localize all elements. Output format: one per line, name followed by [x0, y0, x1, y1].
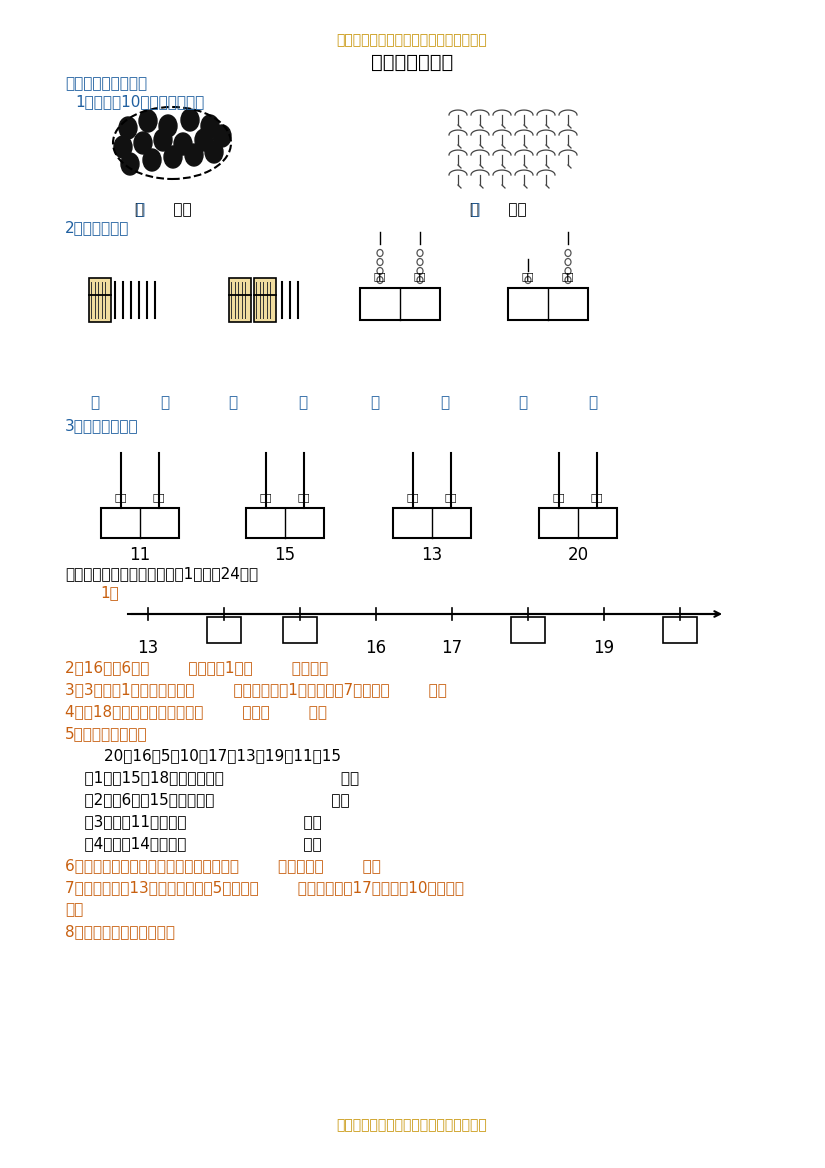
Bar: [101, 508, 179, 538]
Text: 19: 19: [593, 639, 615, 656]
Ellipse shape: [174, 133, 192, 155]
Ellipse shape: [143, 150, 161, 171]
Text: 7、一个加数是13，另一个加数是5，和是（        ）；被减数是17，减数是10，差是（: 7、一个加数是13，另一个加数是5，和是（ ）；被减数是17，减数是10，差是（: [65, 880, 464, 895]
Text: 17: 17: [441, 639, 463, 656]
Ellipse shape: [159, 114, 177, 137]
Text: 个位: 个位: [591, 492, 603, 502]
Text: （: （: [228, 395, 237, 410]
Text: 最新人教版一年级数学上册精品资料设计: 最新人教版一年级数学上册精品资料设计: [337, 33, 488, 47]
Text: （4）大于14的数有（                        ）。: （4）大于14的数有（ ）。: [65, 836, 322, 851]
Ellipse shape: [185, 144, 203, 166]
Text: （: （: [370, 395, 380, 410]
Text: 个位: 个位: [153, 492, 165, 502]
Text: 2、看图写数。: 2、看图写数。: [65, 220, 130, 235]
Text: （: （: [518, 395, 527, 410]
Text: 个位: 个位: [445, 492, 457, 502]
Text: 16: 16: [365, 639, 387, 656]
Bar: [539, 508, 617, 538]
Text: ）: ）: [440, 395, 449, 410]
Text: 1、先圈出10个，再数一数。: 1、先圈出10个，再数一数。: [75, 93, 205, 109]
Text: ）: ）: [588, 395, 597, 410]
Text: 3、看数画珠子。: 3、看数画珠子。: [65, 418, 139, 433]
Bar: [508, 288, 588, 320]
Text: （: （: [90, 395, 99, 410]
Text: （      ）把: （ ）把: [470, 202, 526, 217]
Text: （      ）个: （ ）个: [135, 202, 191, 217]
Text: 第五单元检测卷: 第五单元检测卷: [371, 53, 453, 72]
Text: 个位: 个位: [414, 271, 427, 281]
Ellipse shape: [205, 141, 223, 164]
Ellipse shape: [154, 128, 172, 151]
Ellipse shape: [139, 110, 157, 132]
Ellipse shape: [195, 128, 213, 151]
Text: 十位: 十位: [407, 492, 419, 502]
Text: 1、: 1、: [100, 585, 119, 600]
Text: （1）在15和18之间的数有（                        ）；: （1）在15和18之间的数有（ ）；: [65, 770, 359, 785]
Text: （3）小于11的数有（                        ）；: （3）小于11的数有（ ）；: [65, 814, 322, 829]
Text: 二、想一想，填一填。（每空1分，共24分）: 二、想一想，填一填。（每空1分，共24分）: [65, 566, 258, 580]
Bar: [254, 278, 276, 322]
Text: 13: 13: [422, 545, 443, 564]
Ellipse shape: [134, 132, 152, 154]
Ellipse shape: [114, 135, 132, 158]
Text: 15: 15: [275, 545, 295, 564]
Text: 一、按要求做一做。: 一、按要求做一做。: [65, 76, 147, 91]
Text: ）: ）: [298, 395, 307, 410]
Ellipse shape: [213, 125, 231, 147]
Text: 2、16中的6在（        ）位上，1在（        ）位上。: 2、16中的6在（ ）位上，1在（ ）位上。: [65, 660, 328, 675]
Ellipse shape: [121, 153, 139, 175]
Ellipse shape: [201, 114, 219, 137]
Text: 十位: 十位: [115, 492, 127, 502]
Bar: [229, 278, 251, 322]
Text: （: （: [470, 202, 479, 217]
Text: ）: ）: [160, 395, 169, 410]
Text: 十位: 十位: [260, 492, 272, 502]
Bar: [393, 508, 471, 538]
Ellipse shape: [119, 117, 137, 139]
Bar: [283, 617, 317, 644]
Text: 4、与18相邻的两个数分别是（        ）和（        ）。: 4、与18相邻的两个数分别是（ ）和（ ）。: [65, 704, 327, 719]
Text: 20、16、5、10、17、13、19、11、15: 20、16、5、10、17、13、19、11、15: [65, 748, 341, 763]
Bar: [360, 288, 440, 320]
Text: 十位: 十位: [521, 271, 535, 281]
Text: 个位: 个位: [562, 271, 574, 281]
Text: （: （: [135, 202, 144, 217]
Text: 十位: 十位: [374, 271, 386, 281]
Text: 个位: 个位: [298, 492, 310, 502]
Bar: [207, 617, 241, 644]
Bar: [89, 278, 111, 322]
Text: （2）比6大比15小的数有（                        ）；: （2）比6大比15小的数有（ ）；: [65, 792, 350, 807]
Text: 6、最大的一位数和最小的两位数的和是（        ），差是（        ）。: 6、最大的一位数和最小的两位数的和是（ ），差是（ ）。: [65, 858, 381, 872]
Text: 13: 13: [138, 639, 158, 656]
Text: 最新青岛版一年级数学上册精品资料设计: 最新青岛版一年级数学上册精品资料设计: [337, 1118, 488, 1132]
Text: 5、按要求填一填。: 5、按要求填一填。: [65, 726, 148, 741]
Bar: [511, 617, 545, 644]
Text: 十位: 十位: [553, 492, 565, 502]
Text: 3、3个一和1个十合起来是（        ）；十位上是1，个位上是7的数是（        ）。: 3、3个一和1个十合起来是（ ）；十位上是1，个位上是7的数是（ ）。: [65, 682, 447, 697]
Text: 8、给小朋友们编上学号。: 8、给小朋友们编上学号。: [65, 924, 175, 939]
Ellipse shape: [164, 146, 182, 168]
Text: ）。: ）。: [65, 902, 83, 917]
Text: 11: 11: [130, 545, 151, 564]
Ellipse shape: [181, 109, 199, 131]
Bar: [663, 617, 697, 644]
Text: 20: 20: [568, 545, 588, 564]
Bar: [246, 508, 324, 538]
